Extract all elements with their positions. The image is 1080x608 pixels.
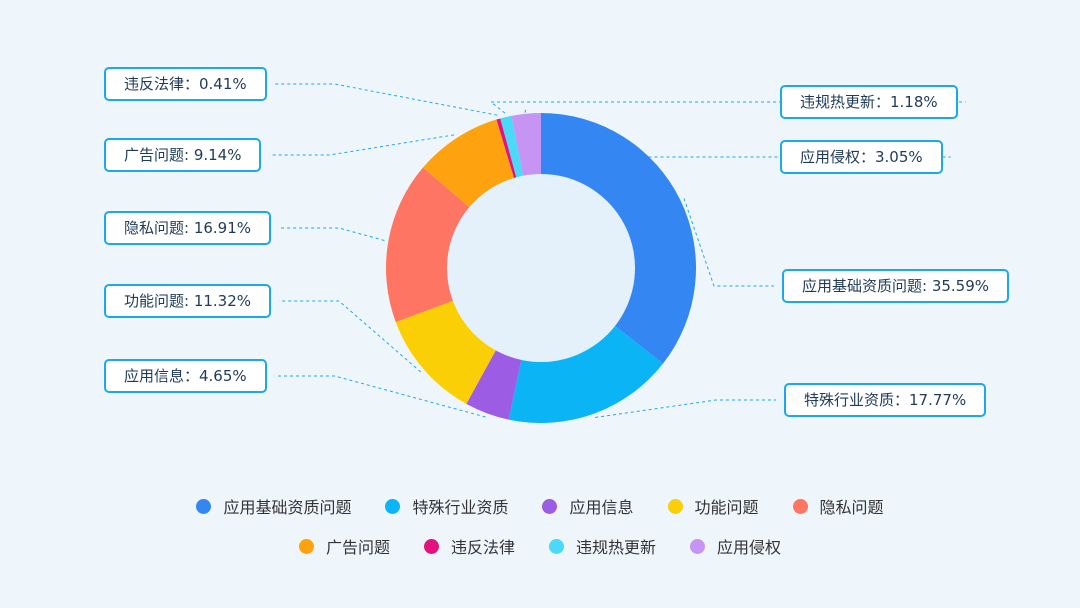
legend-item[interactable]: 广告问题 (298, 534, 390, 558)
callout-label-4: 隐私问题: 16.91% (104, 211, 272, 245)
legend-label: 应用基础资质问题 (223, 498, 352, 517)
legend-item[interactable]: 隐私问题 (792, 494, 884, 518)
callout-label-6: 违反法律：0.41% (104, 67, 267, 101)
leader-line-3 (279, 300, 422, 373)
legend-label: 隐私问题 (819, 498, 884, 517)
legend-row-1: 应用基础资质问题 特殊行业资质 应用信息 功能问题 隐私问题 (0, 494, 1080, 518)
legend-item[interactable]: 应用侵权 (690, 534, 781, 558)
legend-row-2: 广告问题 违反法律 违规热更新 应用侵权 (0, 534, 1080, 558)
legend-item[interactable]: 应用基础资质问题 (196, 494, 351, 518)
legend-swatch (549, 538, 564, 554)
callout-label-5: 广告问题: 9.14% (104, 138, 262, 172)
legend-item[interactable]: 违规热更新 (549, 534, 656, 558)
leader-line-0 (683, 198, 774, 287)
legend-item[interactable]: 功能问题 (667, 494, 759, 518)
legend-label: 功能问题 (694, 498, 759, 517)
legend-swatch (196, 498, 212, 514)
legend-label: 应用信息 (569, 498, 634, 517)
donut-hole (447, 174, 635, 362)
legend-item[interactable]: 特殊行业资质 (385, 494, 508, 518)
legend-swatch (298, 538, 314, 554)
legend-swatch (792, 498, 808, 514)
callout-label-0: 应用基础资质问题: 35.59% (782, 269, 1010, 303)
legend-swatch (690, 538, 706, 554)
callout-label-8: 应用侵权：3.05% (780, 140, 943, 174)
leader-line-4 (279, 227, 385, 241)
callout-label-2: 应用信息：4.65% (104, 359, 267, 393)
legend-label: 广告问题 (325, 538, 390, 557)
legend-swatch (542, 498, 558, 514)
legend-item[interactable]: 违反法律 (423, 534, 515, 558)
leader-line-1 (595, 399, 776, 418)
callout-label-1: 特殊行业资质：17.77% (784, 383, 987, 417)
leader-line-5 (269, 134, 455, 156)
legend-label: 应用侵权 (717, 538, 782, 557)
leader-line-2 (274, 375, 486, 418)
legend-swatch (667, 498, 683, 514)
legend-item[interactable]: 应用信息 (542, 494, 634, 518)
legend-label: 违规热更新 (576, 538, 657, 557)
legend-swatch (423, 538, 439, 554)
legend-label: 违反法律 (450, 538, 515, 557)
callout-label-7: 违规热更新：1.18% (780, 85, 958, 119)
legend-swatch (385, 498, 401, 514)
leader-line-6 (274, 83, 498, 116)
legend-label: 特殊行业资质 (412, 498, 509, 517)
callout-label-3: 功能问题: 11.32% (104, 284, 272, 318)
